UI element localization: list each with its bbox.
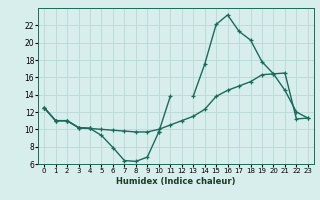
X-axis label: Humidex (Indice chaleur): Humidex (Indice chaleur) [116,177,236,186]
